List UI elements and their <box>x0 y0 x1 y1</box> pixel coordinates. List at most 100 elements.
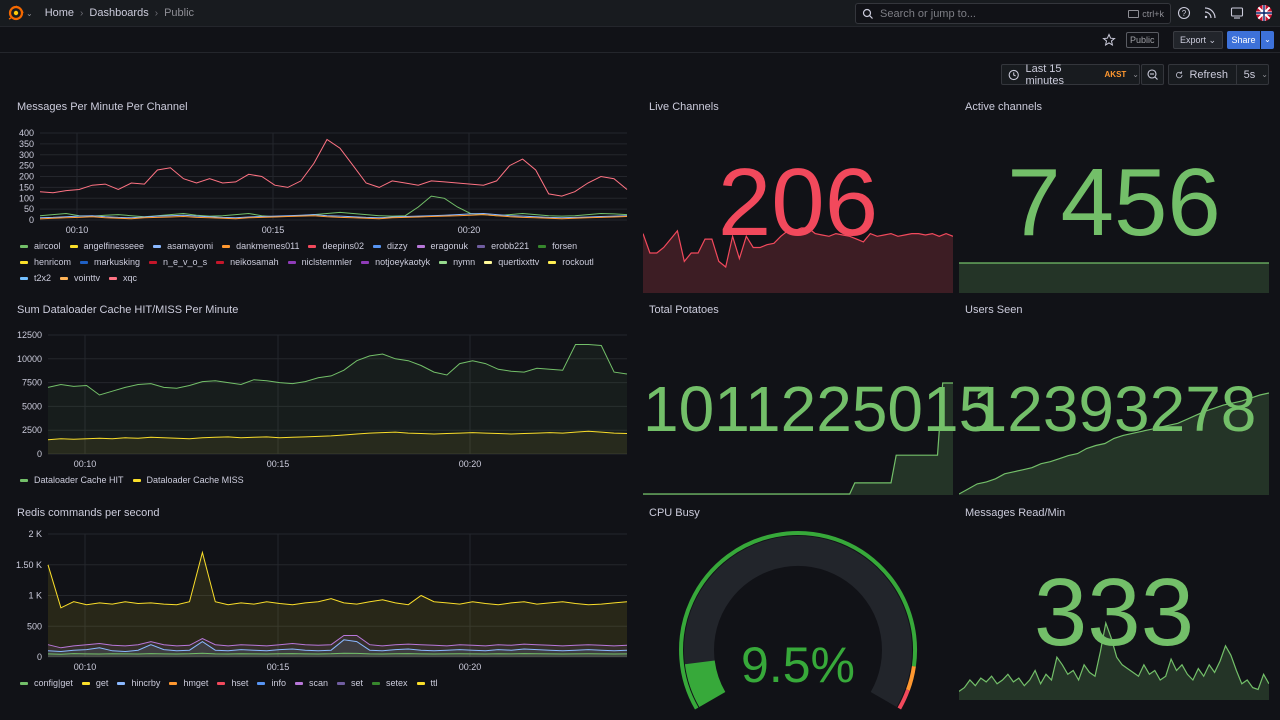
legend-item[interactable]: quertixxttv <box>484 254 539 270</box>
legend-item[interactable]: niclstemmler <box>287 254 352 270</box>
export-button[interactable]: Export ⌄ <box>1173 31 1224 49</box>
y-tick-label: 0 <box>37 449 42 459</box>
users-seen-value: 12393278 <box>971 373 1257 445</box>
panel-title-redis[interactable]: Redis commands per second <box>17 507 160 519</box>
time-range-picker[interactable]: Last 15 minutes AKST ⌄ <box>1001 62 1140 87</box>
legend-item[interactable]: nymn <box>439 254 475 270</box>
legend-item[interactable]: neikosamah <box>216 254 279 270</box>
panel-title-active-channels[interactable]: Active channels <box>965 101 1043 113</box>
avatar[interactable] <box>1256 5 1272 21</box>
legend-item[interactable]: dankmemes011 <box>222 238 299 254</box>
legend-swatch <box>80 260 89 264</box>
legend-swatch <box>69 244 78 248</box>
search-input[interactable]: Search or jump to... ctrl+k <box>855 3 1171 24</box>
legend-item[interactable]: angelfinesseee <box>69 238 144 254</box>
panel-title-cache[interactable]: Sum Dataloader Cache HIT/MISS Per Minute <box>17 304 239 316</box>
legend-item[interactable]: aircool <box>20 238 61 254</box>
cache-hit-miss-chart: 12500 10000 7500 5000 2500 0 00:10 00:15 00:20 <box>17 330 628 469</box>
legend-item[interactable]: hmget <box>169 675 208 691</box>
legend-item[interactable]: notjoeykaotyk <box>361 254 430 270</box>
legend-swatch <box>336 681 345 685</box>
zoom-out-button[interactable] <box>1141 64 1164 85</box>
legend-item[interactable]: erobb221 <box>477 238 529 254</box>
legend-item[interactable]: setex <box>371 675 408 691</box>
legend-item[interactable]: t2x2 <box>20 270 51 286</box>
legend-label: erobb221 <box>491 241 530 251</box>
series-area <box>48 431 627 454</box>
legend-swatch <box>20 260 28 264</box>
legend-item[interactable]: hset <box>217 675 248 691</box>
x-tick-label: 00:10 <box>74 662 97 672</box>
top-nav-bar: ⌄ Home › Dashboards › Public Search or j… <box>0 0 1280 27</box>
legend-label: setex <box>385 678 408 688</box>
panel-title-cpu-busy[interactable]: CPU Busy <box>649 507 700 519</box>
legend-label: t2x2 <box>34 273 52 283</box>
legend-label: eragonuk <box>430 241 469 251</box>
legend-item[interactable]: ttl <box>416 675 438 691</box>
legend-item[interactable]: n_e_v_o_s <box>149 254 207 270</box>
legend-item[interactable]: henricom <box>20 254 71 270</box>
grafana-logo-icon[interactable] <box>8 5 24 21</box>
legend-swatch <box>371 681 380 685</box>
legend-item[interactable]: hincrby <box>117 675 160 691</box>
legend-swatch <box>169 681 178 685</box>
legend-swatch <box>20 244 28 248</box>
rss-feed-icon[interactable] <box>1203 6 1217 20</box>
legend-item[interactable]: eragonuk <box>416 238 469 254</box>
share-button[interactable]: Share <box>1227 31 1260 49</box>
redis-legend: config|get get hincrby hmget hset info scan set… <box>20 675 620 691</box>
y-tick-label: 1 K <box>28 591 42 601</box>
y-tick-label: 12500 <box>17 330 42 340</box>
time-range-label: Last 15 minutes <box>1025 62 1064 87</box>
keyboard-icon <box>1128 9 1140 18</box>
sparkline-area <box>643 228 953 293</box>
breadcrumb-dashboards[interactable]: Dashboards <box>89 7 149 19</box>
legend-item[interactable]: get <box>81 675 108 691</box>
series-line <box>39 195 628 218</box>
series-line <box>47 430 628 441</box>
legend-item[interactable]: markusking <box>80 254 140 270</box>
kiosk-mode-icon[interactable] <box>1230 6 1244 20</box>
breadcrumb-home[interactable]: Home <box>44 7 75 19</box>
legend-item[interactable]: info <box>257 675 286 691</box>
legend-swatch <box>538 244 547 248</box>
legend-swatch <box>294 681 303 685</box>
chevron-down-icon[interactable]: ⌄ <box>26 8 33 18</box>
refresh-interval-picker[interactable]: 5s <box>1243 68 1256 81</box>
legend-item[interactable]: asamayomi <box>153 238 213 254</box>
panel-title-users-seen[interactable]: Users Seen <box>965 304 1023 316</box>
legend-item[interactable]: rockoutl <box>548 254 594 270</box>
legend-item[interactable]: Dataloader Cache HIT <box>20 472 124 488</box>
panel-title-live-channels[interactable]: Live Channels <box>649 101 719 113</box>
legend-item[interactable]: forsen <box>538 238 577 254</box>
panel-title-total-potatoes[interactable]: Total Potatoes <box>649 304 719 316</box>
cpu-busy-gauge <box>679 531 918 710</box>
search-shortcut-text: ctrl+k <box>1142 8 1164 19</box>
legend-swatch <box>20 276 28 280</box>
legend-item[interactable]: Dataloader Cache MISS <box>132 472 244 488</box>
legend-item[interactable]: dizzy <box>373 238 408 254</box>
legend-label: scan <box>308 678 328 688</box>
legend-item[interactable]: config|get <box>20 675 73 691</box>
keyboard-shortcut: ctrl+k <box>1128 9 1164 19</box>
panel-title-messages-read[interactable]: Messages Read/Min <box>965 507 1066 519</box>
series-area <box>48 639 627 657</box>
legend-item[interactable]: vointtv <box>60 270 100 286</box>
x-tick-label: 00:20 <box>459 662 482 672</box>
public-badge: Public <box>1126 32 1159 48</box>
panel-title-messages[interactable]: Messages Per Minute Per Channel <box>17 101 188 113</box>
star-icon[interactable] <box>1102 33 1116 47</box>
series-area <box>48 552 627 657</box>
y-tick-label: 500 <box>27 621 42 631</box>
legend-item[interactable]: scan <box>294 675 328 691</box>
legend-swatch <box>153 244 162 248</box>
live-channels-sparkline <box>643 227 953 293</box>
legend-item[interactable]: deepins02 <box>308 238 364 254</box>
legend-item[interactable]: xqc <box>109 270 137 286</box>
x-tick-label: 00:20 <box>458 225 481 235</box>
refresh-button[interactable]: Refresh 5s ⌄ <box>1168 64 1269 85</box>
legend-item[interactable]: set <box>336 675 363 691</box>
sparkline-area <box>959 263 1269 293</box>
share-menu-chevron-icon[interactable]: ⌄ <box>1261 31 1274 49</box>
help-icon[interactable]: ? <box>1177 6 1191 20</box>
